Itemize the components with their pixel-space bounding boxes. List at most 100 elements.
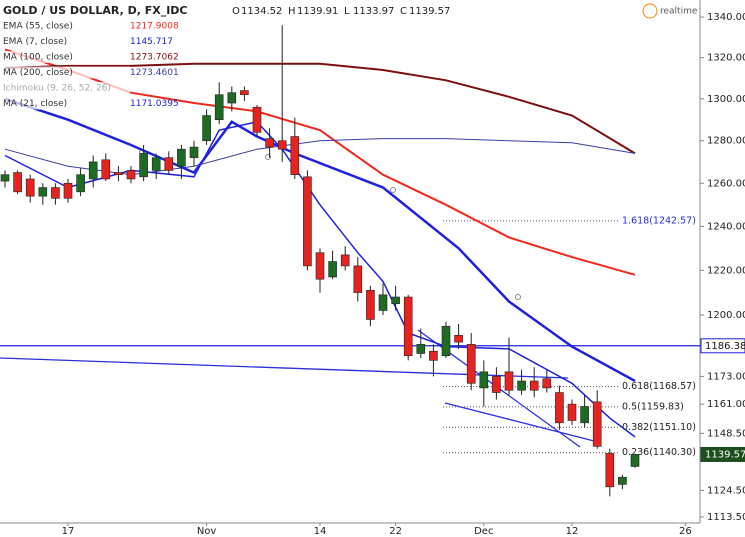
- legend-name: Ichimoku (9, 26, 52, 26): [3, 84, 111, 94]
- candle-body: [126, 170, 136, 180]
- candle-body: [252, 106, 262, 133]
- y-tick-label: 1148.50: [707, 428, 745, 439]
- anchor: [515, 294, 521, 300]
- y-tick-label: 1200.00: [707, 310, 745, 321]
- anchor: [390, 187, 396, 193]
- price-marker-label: 1139.57: [705, 449, 745, 460]
- candle-body: [504, 371, 514, 391]
- candle-body: [177, 148, 186, 167]
- ohlc-value: 1139.57: [409, 6, 450, 17]
- price-marker-label: 1186.38: [705, 341, 745, 352]
- candle-body: [366, 290, 375, 320]
- y-tick-label: 1161.00: [707, 399, 745, 410]
- y-tick-label: 1173.00: [707, 371, 745, 382]
- candle-body: [76, 174, 85, 193]
- legend-name: EMA (7, close): [3, 37, 67, 47]
- legend-name: MA (200, close): [3, 68, 73, 78]
- x-tick-label: 17: [62, 526, 75, 537]
- y-tick-label: 1260.00: [707, 178, 745, 189]
- candle-body: [441, 325, 451, 357]
- legend-bg: [0, 35, 130, 48]
- y-tick-label: 1280.00: [707, 136, 745, 147]
- candle-body: [25, 178, 35, 197]
- indicator-line: [4, 120, 636, 438]
- fib-label: 1.618(1242.57): [622, 215, 696, 226]
- x-tick-label: Nov: [197, 526, 217, 537]
- price-marker: [700, 338, 745, 354]
- x-tick-label: 12: [566, 526, 579, 537]
- candle-body: [391, 296, 400, 305]
- legend-name: MA (21, close): [3, 99, 67, 109]
- y-tick-label: 1113.50: [707, 512, 745, 523]
- candle-body: [378, 294, 388, 311]
- candle-body: [189, 146, 199, 158]
- candle-body: [290, 136, 300, 175]
- ohlc-key: H: [288, 6, 296, 17]
- legend: GOLD / US DOLLAR, D, FX_IDC realtime O 11…: [0, 3, 698, 110]
- candle-body: [454, 334, 463, 343]
- candle-body: [114, 172, 123, 175]
- price-marker: [700, 446, 745, 462]
- candle-body: [580, 406, 589, 424]
- candle-body: [567, 403, 577, 421]
- symbol-title: GOLD / US DOLLAR, D, FX_IDC: [3, 4, 188, 17]
- ohlc-key: L: [344, 6, 350, 17]
- candle-body: [227, 92, 237, 104]
- fib-label: 0.236(1140.30): [622, 447, 696, 458]
- candle-body: [277, 140, 287, 150]
- candle-body: [303, 176, 312, 267]
- candle-body: [630, 454, 640, 467]
- legend-value: 1171.0395: [130, 99, 179, 109]
- legend-name: MA (100, close): [3, 53, 73, 63]
- candle-body: [214, 94, 224, 121]
- legend-bg: [0, 20, 130, 32]
- fib-label: 0.618(1168.57): [622, 381, 696, 392]
- candle-body: [605, 453, 615, 488]
- candle-body: [328, 261, 337, 278]
- y-tick-label: 1320.00: [707, 53, 745, 64]
- candle-body: [353, 265, 363, 293]
- candle-body: [429, 350, 438, 361]
- candle-body: [403, 296, 413, 357]
- legend-value: 1217.9008: [130, 22, 179, 32]
- candle-body: [479, 371, 489, 389]
- x-tick-label: 22: [389, 526, 402, 537]
- candle-body: [592, 401, 602, 447]
- legend-bg: [0, 82, 130, 94]
- legend-name: EMA (55, close): [3, 22, 73, 32]
- legend-bg: [0, 97, 130, 110]
- indicator-line: [4, 62, 636, 155]
- candle-body: [63, 182, 73, 199]
- candle-body: [164, 157, 174, 171]
- candle-body: [618, 476, 627, 485]
- y-tick-label: 1340.00: [707, 12, 745, 23]
- trendline: [444, 402, 599, 443]
- candle-body: [315, 252, 325, 280]
- ohlc-value: 1133.97: [353, 6, 394, 17]
- candle-body: [340, 254, 350, 267]
- candle-body: [88, 161, 98, 180]
- candle-body: [416, 344, 426, 354]
- realtime-icon: [642, 3, 658, 19]
- y-tick-label: 1220.00: [707, 265, 745, 276]
- candle-body: [101, 159, 111, 180]
- legend-value: 1145.717: [130, 37, 173, 47]
- candle-body: [202, 115, 211, 142]
- x-tick-label: 14: [314, 526, 327, 537]
- legend-bg: [0, 66, 130, 79]
- candle-body: [517, 380, 526, 391]
- legend-bg: [0, 51, 130, 63]
- candle-body: [466, 344, 476, 384]
- candle-body: [139, 153, 148, 178]
- indicator-line: [4, 97, 636, 383]
- candle-body: [529, 380, 539, 391]
- realtime-label: realtime: [660, 7, 698, 17]
- candle-body: [51, 187, 60, 199]
- legend-value: 1273.4601: [130, 68, 179, 78]
- legend-value: 1273.7062: [130, 53, 179, 63]
- fib-label: 0.382(1151.10): [622, 422, 696, 433]
- candle-body: [151, 157, 161, 171]
- candle-body: [38, 187, 48, 197]
- candle-body: [542, 378, 552, 389]
